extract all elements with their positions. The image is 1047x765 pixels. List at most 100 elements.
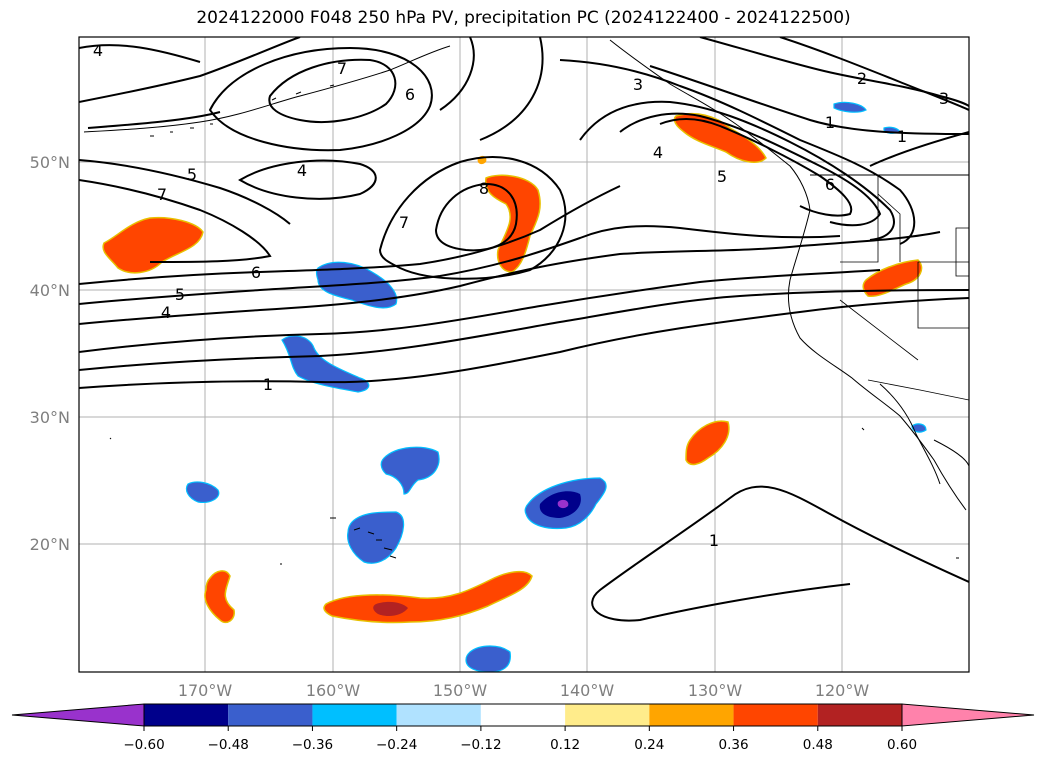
precip-area-28n [685,420,730,466]
contour-pv-central-ridge-a [439,37,475,111]
lon-label: 130°W [688,681,743,700]
lat-label: 50°N [30,153,70,172]
colorbar-tick-label: 0.60 [887,737,917,753]
precip-area-24n-blue [185,481,220,503]
lon-label: 140°W [560,681,615,700]
coastlines [83,39,969,565]
contour-pv-5-coast [619,112,882,227]
contour-pv-4-coast [579,100,895,241]
coast-aleutian-dots [150,84,335,137]
contour-label: 5 [175,285,185,304]
contour-label: 5 [717,167,727,186]
contour-label: 1 [897,127,907,146]
coast-baja [879,383,941,485]
coast-british-columbia [609,39,811,211]
precip-area-12n-blue [465,645,511,672]
colorbar-segment [228,704,313,726]
coast-us-west [787,209,967,511]
contour-label: 1 [263,375,273,394]
precip-area-22n-peak [557,499,569,509]
lon-label: 120°W [815,681,870,700]
contour-label: 1 [825,113,835,132]
precip-area-26n-blue [380,446,440,495]
contour-pv-7-west [79,179,272,263]
precip-area-53n-blue [833,101,867,113]
lat-label: 40°N [30,281,70,300]
colorbar-tick-label: 0.48 [803,737,833,753]
contour-pv-5-west [79,159,291,225]
colorbar-segment [817,704,902,726]
colorbar-segment [480,704,566,726]
precip-area-16n-west [204,570,235,624]
coast-mexico-mainland [933,439,969,467]
contour-label: 8 [479,179,489,198]
contour-label: 7 [337,59,347,78]
border-us-mexico [867,379,969,401]
colorbar-tick-label: −0.12 [460,737,501,753]
contour-pv-3-coast [559,59,916,245]
contour-pv-8-central [434,182,518,252]
latitude-labels: 50°N 40°N 30°N 20°N [30,153,70,554]
coast-hawaii [353,527,397,559]
coast-alaska [83,45,451,133]
contour-pv-ridge-outer [79,37,301,103]
lon-label: 150°W [433,681,488,700]
precip-area-15n-core [373,601,408,616]
colorbar-tick-label: −0.36 [292,737,333,753]
lat-label: 30°N [30,408,70,427]
colorbar-segment [144,704,229,726]
colorbar-extension-low [11,703,145,727]
contour-label: 4 [93,41,103,60]
contour-pv-6-north-loop [208,46,433,152]
contour-label: 7 [157,185,167,204]
pv-contours [79,37,969,622]
colorbar-tick-label: 0.36 [719,737,749,753]
colorbar: −0.60 −0.48 −0.36 −0.24 −0.12 0.12 0.24 0.36 0.4… [11,703,1035,753]
lat-label: 20°N [30,535,70,554]
contour-pv-2 [79,289,969,371]
contour-label: 3 [939,89,949,108]
contour-pv-6-east-edge [869,131,969,167]
precip-area-29n-blue [911,423,927,433]
colorbar-tick-label: −0.48 [208,737,249,753]
colorbar-segment [312,704,397,726]
contour-pv-3-northeast [779,37,969,111]
colorbar-segment [733,704,818,726]
contour-pv-4-band [79,231,941,325]
map-border [78,36,970,673]
contour-label: 2 [857,69,867,88]
contour-pv-4-west-loop [238,159,377,200]
contour-pv-7-north-loop [268,58,397,123]
contour-label: 1 [709,531,719,550]
map-plot-area [79,37,969,672]
colorbar-tick-label: 0.24 [634,737,664,753]
contour-pv-5-band [79,225,841,305]
contour-label: 3 [633,75,643,94]
precip-area-40n-blue [315,261,398,309]
map-title: 2024122000 F048 250 hPa PV, precipitatio… [196,8,851,28]
lon-label: 160°W [306,681,361,700]
precip-area-34n-blue [281,335,370,393]
colorbar-extension-high [901,703,1035,727]
coast-islands-misc [109,427,959,565]
longitude-labels: 170°W 160°W 150°W 140°W 130°W 120°W [178,681,870,700]
precip-area-west-40n [102,216,204,274]
colorbar-segment [565,704,650,726]
border-us-states [839,175,969,361]
contour-pv-6-coast [659,118,853,217]
precip-negative-areas [185,101,927,672]
colorbar-tick-label: −0.24 [376,737,417,753]
contour-label: 4 [653,143,663,162]
contour-pv-2-northeast [699,37,969,107]
contour-labels: 4 7 6 5 7 4 6 5 4 1 7 8 3 4 5 6 2 3 1 1 … [93,41,949,550]
precip-positive-areas [102,112,923,624]
precip-area-20n-blue [347,511,405,564]
contour-label: 6 [825,175,835,194]
colorbar-frame [143,703,903,727]
lon-label: 170°W [178,681,233,700]
colorbar-segment [649,704,734,726]
contour-pv-4-north [79,44,201,63]
precip-area-coast-50n [673,112,767,164]
precip-area-central-45n [485,174,541,273]
